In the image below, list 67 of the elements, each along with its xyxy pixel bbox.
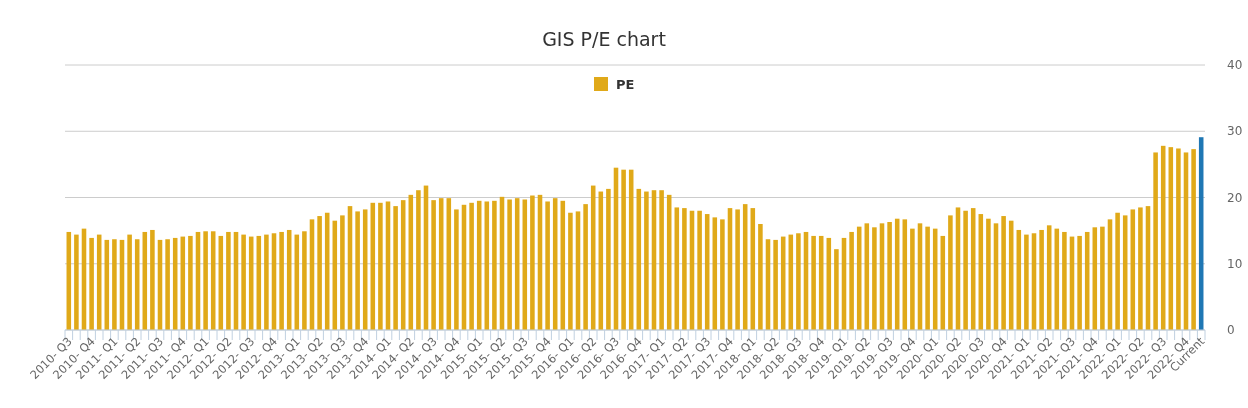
bar bbox=[279, 231, 284, 330]
bar bbox=[454, 209, 459, 330]
bar bbox=[758, 224, 763, 330]
bar bbox=[720, 219, 725, 330]
bar bbox=[416, 190, 421, 330]
bar bbox=[165, 239, 170, 330]
bar bbox=[1024, 234, 1029, 330]
bar bbox=[697, 210, 702, 330]
legend-label: PE bbox=[616, 76, 635, 92]
bar bbox=[393, 206, 398, 330]
bar bbox=[150, 229, 155, 330]
bar bbox=[188, 235, 193, 330]
bar bbox=[241, 234, 246, 330]
bar bbox=[317, 216, 322, 330]
bar bbox=[1176, 148, 1181, 330]
bar bbox=[1115, 212, 1120, 330]
bar bbox=[834, 249, 839, 330]
y-tick-label: 0 bbox=[1227, 323, 1235, 338]
bar bbox=[340, 215, 345, 330]
bar bbox=[849, 231, 854, 330]
bar bbox=[568, 212, 573, 330]
bar bbox=[1100, 226, 1105, 330]
y-tick-label: 10 bbox=[1227, 256, 1243, 271]
bar bbox=[355, 211, 360, 330]
bar bbox=[431, 200, 436, 330]
bar bbox=[948, 215, 953, 330]
bar bbox=[530, 195, 535, 330]
bar bbox=[773, 239, 778, 330]
bar bbox=[644, 191, 649, 330]
bar bbox=[887, 222, 892, 330]
bar bbox=[264, 234, 269, 330]
bar bbox=[507, 199, 512, 330]
y-tick-label: 40 bbox=[1227, 58, 1243, 73]
bar bbox=[872, 227, 877, 330]
bar bbox=[963, 210, 968, 330]
bar bbox=[659, 190, 664, 330]
bar bbox=[811, 235, 816, 330]
bar bbox=[796, 233, 801, 330]
bar bbox=[910, 228, 915, 330]
bar bbox=[1138, 207, 1143, 330]
bar bbox=[226, 231, 231, 330]
bar bbox=[735, 209, 740, 330]
bar bbox=[302, 231, 307, 330]
bar bbox=[1153, 152, 1158, 330]
bar bbox=[621, 169, 626, 330]
bar bbox=[1062, 231, 1067, 330]
bar bbox=[469, 202, 474, 330]
bar bbox=[1191, 149, 1196, 330]
bar bbox=[682, 208, 687, 330]
bar bbox=[492, 200, 497, 330]
bar bbox=[986, 218, 991, 330]
bar bbox=[127, 234, 132, 330]
bar bbox=[545, 201, 550, 330]
bar bbox=[925, 226, 930, 330]
bar bbox=[112, 239, 117, 330]
chart-title: GIS P/E chart bbox=[542, 28, 666, 50]
bar bbox=[1039, 229, 1044, 330]
bar bbox=[378, 202, 383, 330]
bar bbox=[1077, 235, 1082, 330]
bar bbox=[583, 204, 588, 330]
y-tick-label: 30 bbox=[1227, 124, 1243, 139]
y-tick-label: 20 bbox=[1227, 190, 1243, 205]
bar bbox=[89, 237, 94, 330]
bar bbox=[606, 188, 611, 330]
bar bbox=[74, 234, 79, 330]
bar bbox=[1001, 216, 1006, 330]
bar bbox=[203, 231, 208, 330]
